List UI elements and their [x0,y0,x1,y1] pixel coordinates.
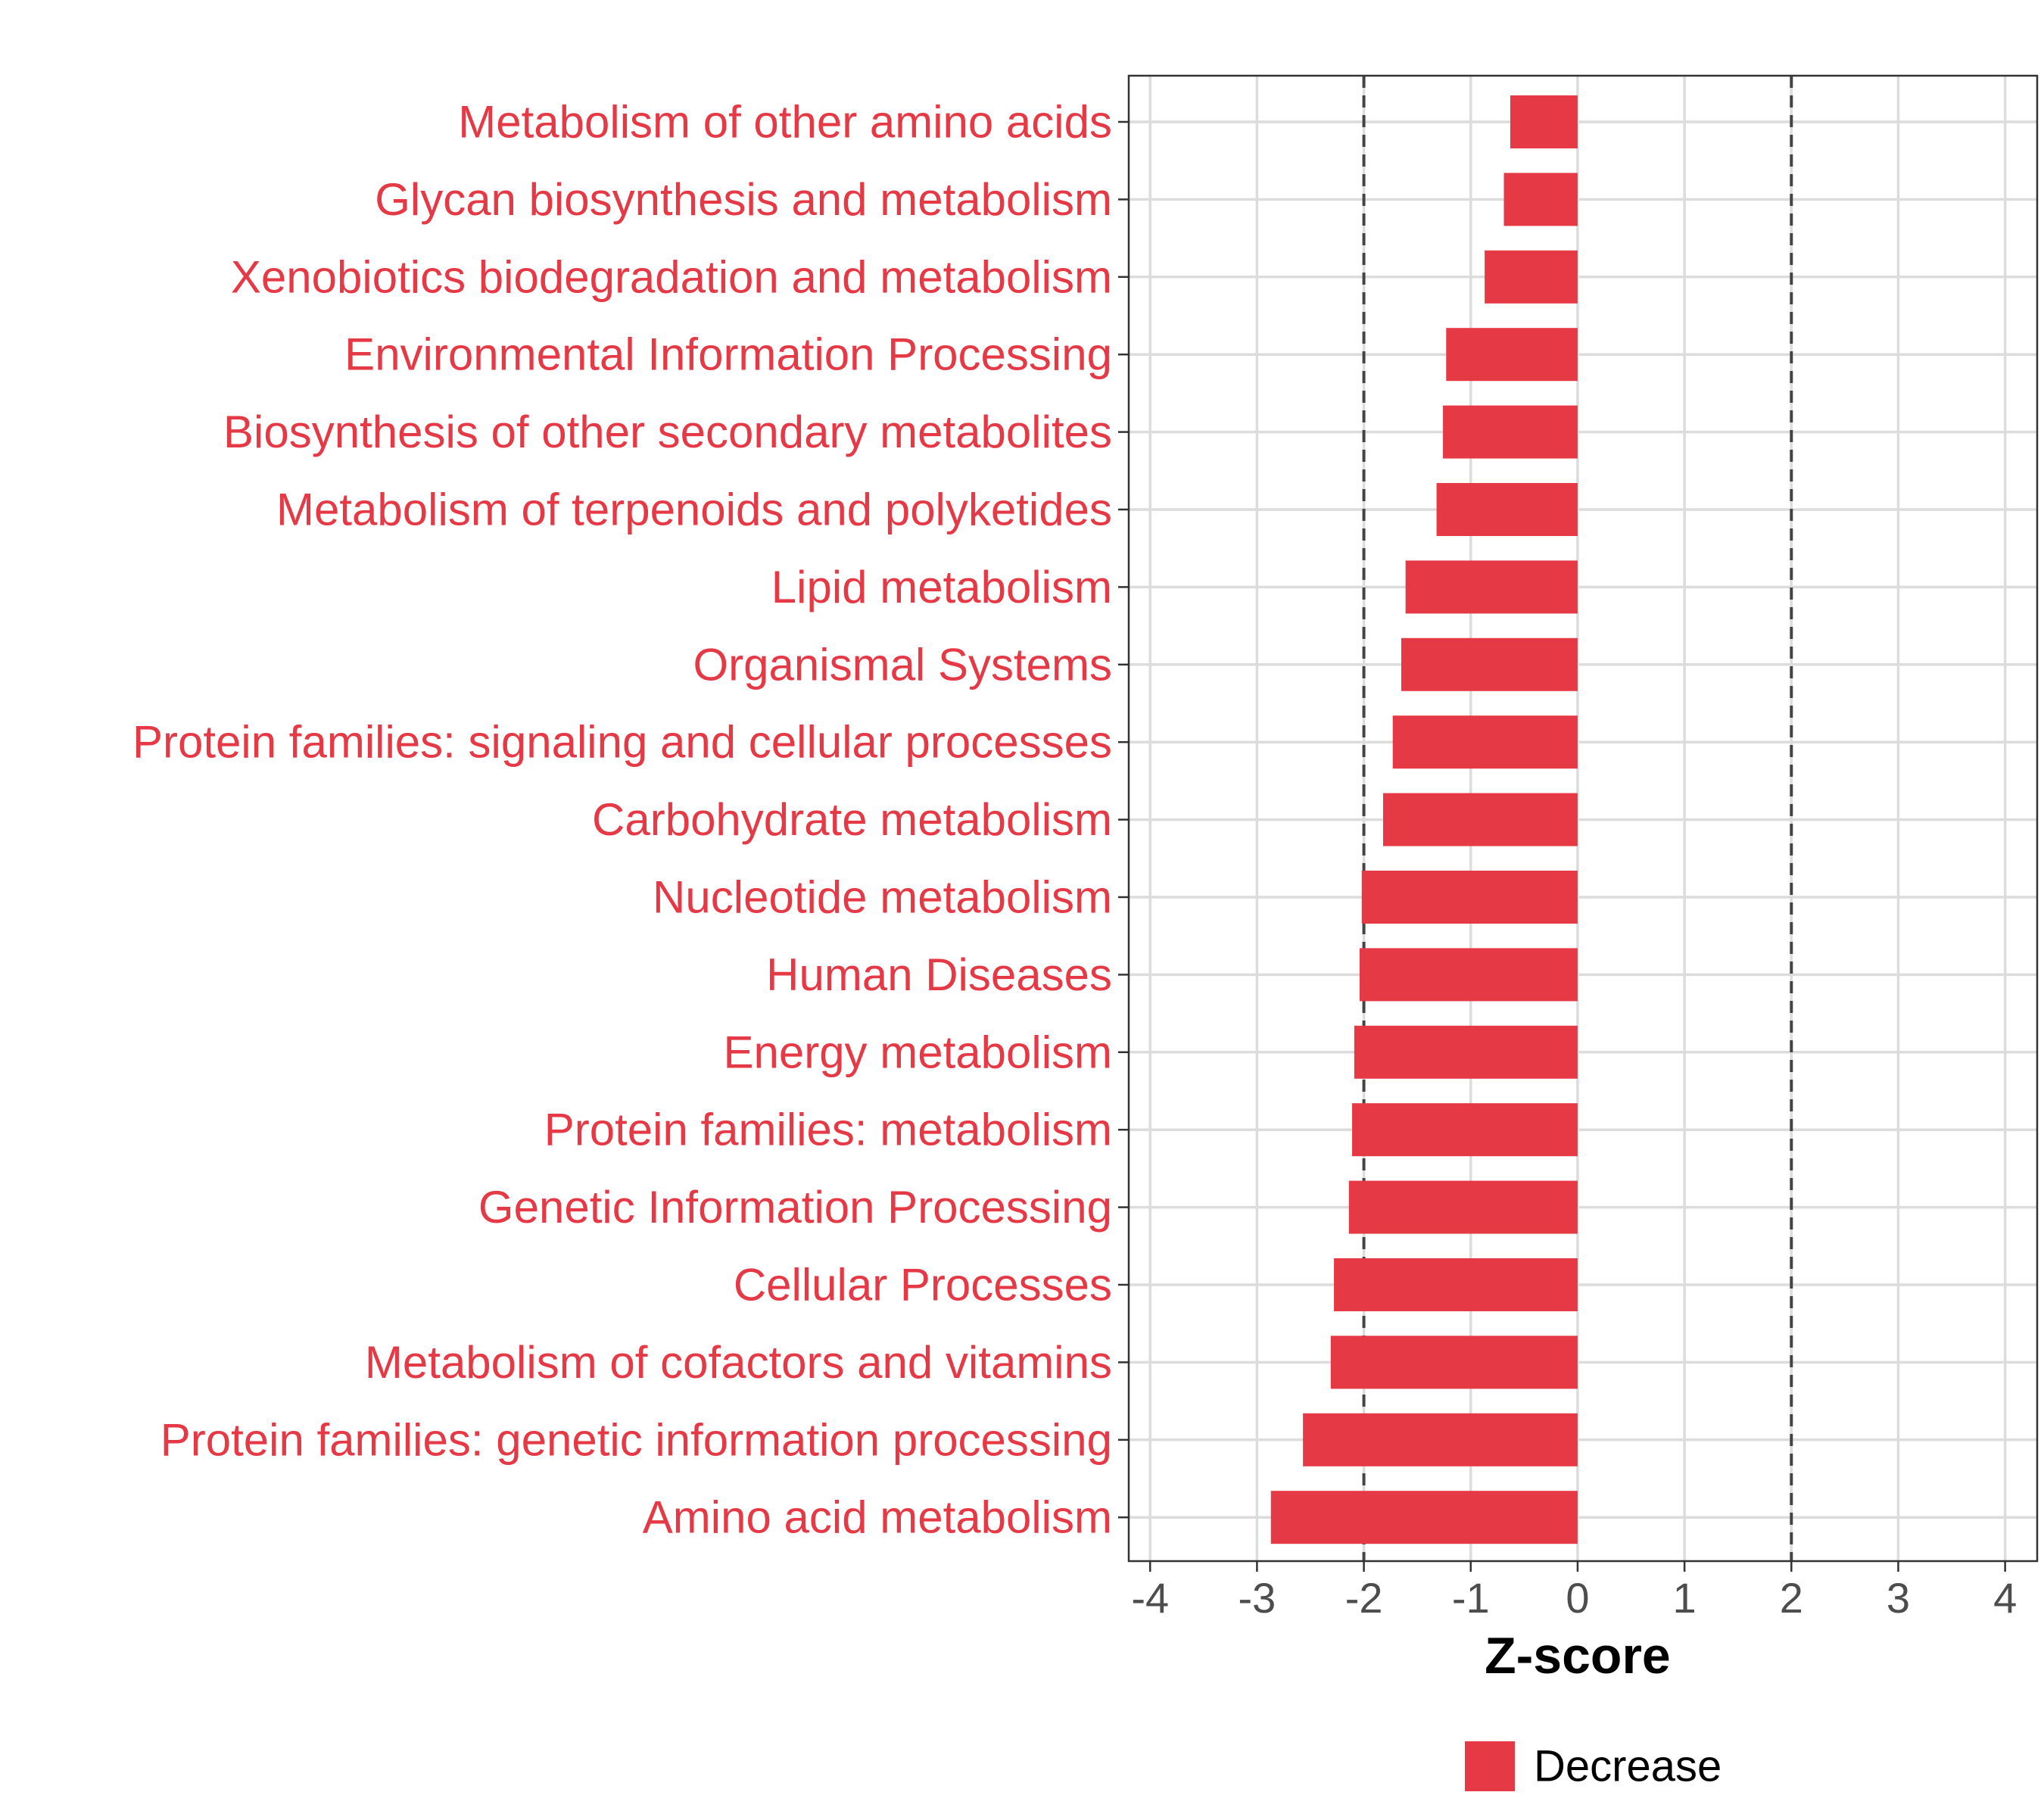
category-label: Human Diseases [766,949,1112,1000]
bar [1348,1180,1578,1234]
category-label: Carbohydrate metabolism [592,794,1112,845]
x-tick-label: 4 [1993,1574,2017,1622]
bar [1436,483,1578,536]
category-label: Amino acid metabolism [643,1492,1112,1543]
category-label: Glycan biosynthesis and metabolism [375,174,1112,225]
category-label: Organismal Systems [693,639,1112,690]
category-label: Energy metabolism [723,1027,1112,1077]
bar [1330,1335,1578,1389]
category-label: Metabolism of cofactors and vitamins [365,1337,1112,1388]
bar [1334,1258,1578,1311]
category-label: Xenobiotics biodegradation and metabolis… [231,251,1112,302]
x-tick-label: 3 [1887,1574,1910,1622]
category-label: Genetic Information Processing [478,1182,1112,1233]
bar [1352,1103,1578,1157]
plot-panel [1127,74,2039,1563]
x-tick-label: 1 [1673,1574,1697,1622]
x-tick-label: -4 [1131,1574,1169,1622]
category-label: Protein families: metabolism [544,1105,1112,1155]
reference-lines [1362,76,1793,1561]
category-label: Lipid metabolism [771,562,1112,612]
category-label: Nucleotide metabolism [653,872,1112,923]
category-label: Protein families: signaling and cellular… [132,717,1112,768]
bar [1392,715,1578,769]
bar [1485,250,1578,304]
legend-label-decrease: Decrease [1534,1742,1722,1791]
x-axis-title: Z-score [1485,1627,1671,1685]
x-tick-label: -2 [1345,1574,1383,1622]
grid [1129,76,2037,1561]
x-axis: -4 -3 -2 -1 0 1 2 3 4 [1131,1561,2017,1622]
category-label: Cellular Processes [734,1260,1112,1311]
bars [1270,95,1578,1544]
bar [1270,1491,1578,1544]
x-tick-label: -1 [1452,1574,1490,1622]
category-label: Metabolism of other amino acids [458,97,1112,148]
bar [1383,793,1578,846]
x-tick-label: 2 [1780,1574,1803,1622]
bar [1510,95,1578,148]
bar [1303,1413,1578,1466]
bar [1354,1025,1578,1079]
bar [1401,637,1578,691]
bar [1359,948,1578,1002]
y-axis: Metabolism of other amino acids Glycan bi… [132,97,1129,1543]
category-label: Protein families: genetic information pr… [160,1414,1112,1465]
bar [1443,405,1578,459]
bar [1361,871,1578,924]
x-tick-label: -3 [1239,1574,1276,1622]
category-label: Environmental Information Processing [344,329,1112,380]
bar [1405,560,1578,614]
category-label: Metabolism of terpenoids and polyketides [276,485,1112,535]
x-tick-label: 0 [1566,1574,1589,1622]
bar [1446,328,1578,382]
legend: Decrease [1465,1741,1722,1791]
legend-key-decrease [1465,1741,1515,1791]
bar [1503,173,1578,226]
category-label: Biosynthesis of other secondary metaboli… [223,407,1112,457]
